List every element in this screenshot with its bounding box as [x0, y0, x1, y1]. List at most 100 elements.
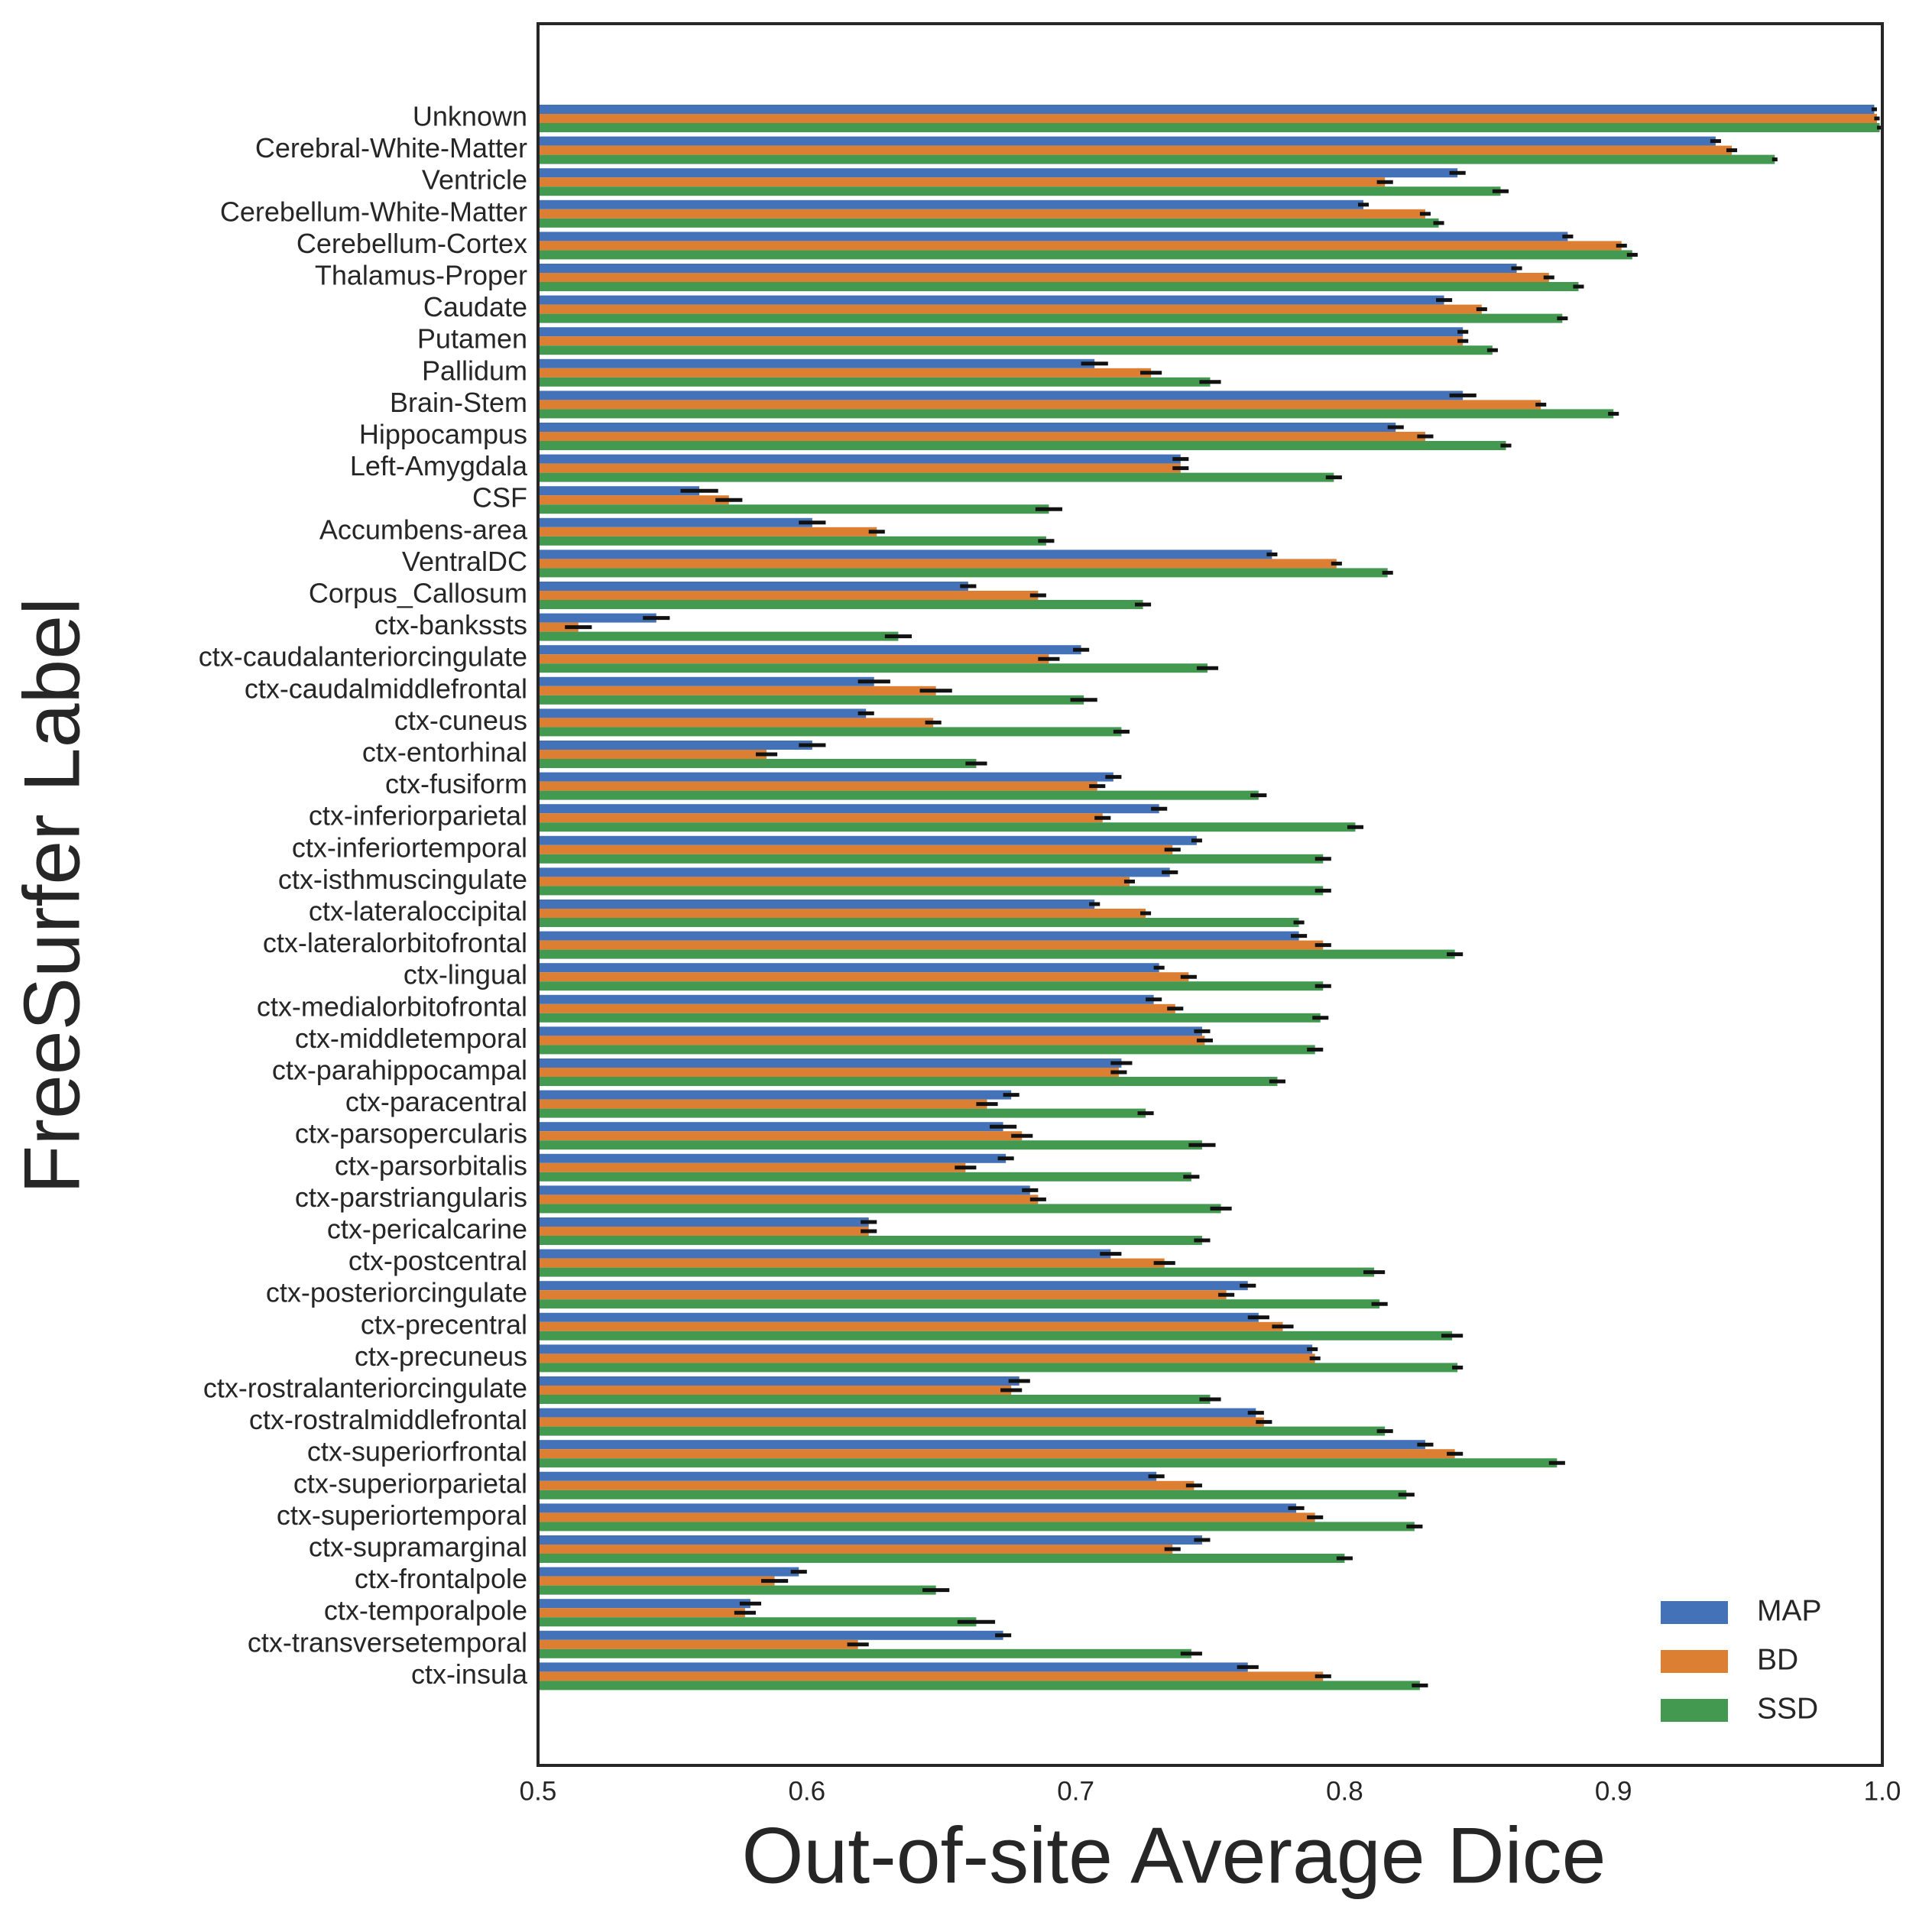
y-tick-label: ctx-cuneus — [394, 705, 527, 736]
bar — [538, 136, 1716, 146]
bar — [538, 400, 1541, 410]
y-tick-label: ctx-paracentral — [345, 1086, 527, 1117]
bar — [538, 781, 1097, 791]
bar — [538, 1036, 1205, 1045]
bar — [538, 1344, 1313, 1354]
bar — [538, 1153, 1007, 1163]
y-tick-label: CSF — [472, 482, 527, 514]
bar — [538, 1440, 1425, 1450]
bar — [538, 654, 1049, 664]
y-tick-label: ctx-lingual — [404, 959, 527, 990]
bar — [538, 549, 1272, 559]
bar — [538, 1090, 1012, 1100]
bar — [538, 867, 1170, 877]
bar — [538, 963, 1159, 973]
bar — [538, 1321, 1283, 1331]
y-tick-label: ctx-parahippocampal — [272, 1055, 527, 1086]
bar — [538, 695, 1084, 705]
bar — [538, 1554, 1345, 1563]
bar — [538, 1608, 745, 1618]
y-tick-label: ctx-temporalpole — [324, 1595, 527, 1626]
bar — [538, 949, 1455, 959]
bar — [538, 454, 1181, 464]
y-tick-label: VentralDC — [402, 546, 527, 577]
bar — [538, 1172, 1191, 1182]
y-tick-label: ctx-caudalmiddlefrontal — [245, 673, 527, 704]
x-tick-label: 0.8 — [1326, 1776, 1363, 1806]
bar — [538, 1576, 775, 1586]
bar — [538, 186, 1501, 196]
y-tick-label: ctx-isthmuscingulate — [278, 864, 527, 895]
bar — [538, 1408, 1256, 1418]
bar — [538, 432, 1425, 441]
bar — [538, 273, 1549, 282]
bar — [538, 1281, 1248, 1291]
bar — [538, 1662, 1248, 1672]
y-tick-label: Ventricle — [422, 164, 527, 196]
bar — [538, 1522, 1415, 1532]
bar — [538, 1131, 1023, 1141]
bar — [538, 517, 812, 527]
y-tick-label: ctx-supramarginal — [309, 1532, 527, 1563]
y-tick-label: ctx-bankssts — [374, 609, 527, 640]
legend-label: MAP — [1757, 1594, 1822, 1627]
y-tick-label: Hippocampus — [359, 419, 527, 450]
x-tick-label: 0.9 — [1595, 1776, 1632, 1806]
bar — [538, 1331, 1453, 1340]
bar — [538, 114, 1877, 123]
y-tick-label: ctx-superiortemporal — [277, 1499, 527, 1531]
bar — [538, 1122, 1003, 1132]
bar — [538, 1545, 1173, 1554]
bar — [538, 264, 1517, 273]
bar — [538, 676, 874, 686]
bar — [538, 1236, 1202, 1245]
y-tick-label: ctx-rostralanteriorcingulate — [203, 1373, 527, 1404]
y-tick-label: Thalamus-Proper — [315, 260, 527, 291]
y-tick-label: ctx-inferiortemporal — [292, 831, 527, 863]
y-tick-label: Cerebellum-Cortex — [297, 228, 527, 259]
bar — [538, 1026, 1202, 1036]
bar — [538, 727, 1122, 737]
bar — [538, 409, 1614, 419]
bar — [538, 1503, 1297, 1513]
bar — [538, 495, 729, 505]
bar — [538, 1249, 1111, 1259]
y-tick-label: ctx-medialorbitofrontal — [257, 990, 527, 1022]
bar — [538, 940, 1324, 950]
bar — [538, 1567, 799, 1577]
y-tick-label: ctx-postcentral — [348, 1245, 527, 1276]
bar — [538, 750, 767, 759]
bar — [538, 1099, 987, 1109]
legend-swatch — [1661, 1601, 1728, 1624]
bar — [538, 105, 1875, 114]
bar — [538, 772, 1113, 782]
bar — [538, 631, 899, 641]
bar — [538, 463, 1181, 473]
bar — [538, 199, 1364, 209]
y-tick-label: ctx-lateraloccipital — [309, 896, 527, 927]
y-tick-label: Corpus_Callosum — [309, 578, 527, 609]
plot-frame — [536, 22, 1884, 1767]
bar — [538, 759, 977, 768]
bar — [538, 1639, 858, 1649]
x-tick-label: 0.6 — [788, 1776, 825, 1806]
y-tick-label: ctx-pericalcarine — [327, 1214, 527, 1245]
bar — [538, 1426, 1386, 1436]
y-tick-label: ctx-caudalanteriorcingulate — [199, 641, 527, 673]
bar — [538, 1648, 1191, 1658]
bar — [538, 177, 1386, 187]
bar — [538, 822, 1356, 832]
bar — [538, 1512, 1315, 1522]
y-tick-label: ctx-entorhinal — [362, 737, 527, 768]
bar — [538, 981, 1324, 991]
bar — [538, 154, 1775, 164]
y-axis-title: FreeSurfer Label — [8, 598, 96, 1194]
y-tick-label: ctx-fusiform — [385, 768, 527, 799]
bar — [538, 377, 1211, 387]
bar — [538, 1471, 1157, 1481]
bar — [538, 472, 1334, 482]
bar — [538, 123, 1880, 132]
bar — [538, 423, 1396, 432]
bar — [538, 209, 1425, 219]
bar — [538, 1013, 1321, 1023]
